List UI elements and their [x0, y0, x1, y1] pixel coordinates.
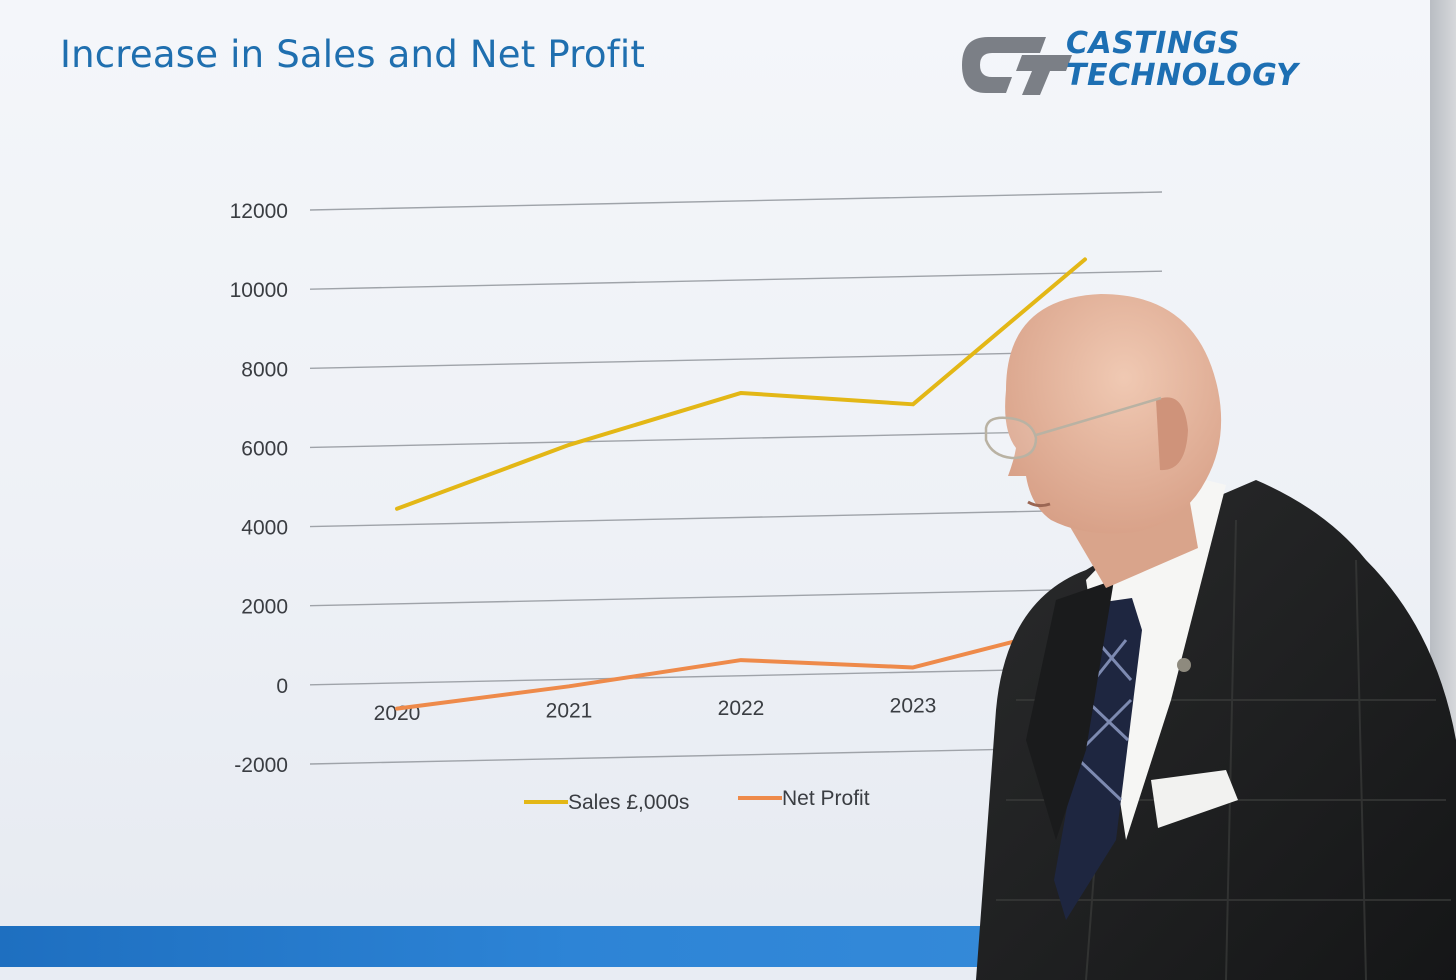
- legend-label-0: Sales £,000s: [568, 791, 689, 814]
- series-line-0: [395, 257, 1087, 511]
- tie-pattern: [1077, 639, 1133, 802]
- gridline-6: [309, 270, 1163, 290]
- logo-line-technology: TECHNOLOGY: [1066, 58, 1299, 93]
- y-tick-label: 0: [276, 675, 288, 698]
- head: [1005, 294, 1222, 534]
- y-tick-label: 6000: [241, 437, 288, 460]
- y-tick-labels: -2000 0 2000 4000 6000 8000 10000 12000: [230, 200, 288, 777]
- logo-line-castings: CASTINGS: [1066, 26, 1240, 61]
- logo-c-shape: [962, 37, 1046, 93]
- presenter-person: [976, 294, 1456, 980]
- legend: Sales £,000s Net Profit: [524, 787, 870, 814]
- lapel-pin: [1177, 658, 1191, 672]
- y-tick-label: 4000: [241, 517, 288, 540]
- gridline-3: [309, 507, 1163, 528]
- company-logo-mark: [962, 37, 1072, 95]
- pocket-square: [1151, 770, 1238, 828]
- logo-t-shape: [1016, 55, 1072, 95]
- series-line-1: [395, 621, 1087, 711]
- y-tick-label: 10000: [230, 279, 288, 302]
- y-tick-label: -2000: [234, 754, 288, 777]
- y-tick-label: 8000: [241, 358, 288, 381]
- x-tick-label: 2022: [718, 697, 765, 720]
- y-tick-label: 12000: [230, 200, 288, 223]
- gridline-2: [309, 587, 1163, 607]
- company-logo-text: CASTINGS TECHNOLOGY: [1066, 28, 1298, 92]
- glasses: [984, 396, 1162, 460]
- ear: [1156, 397, 1188, 471]
- x-tick-label: 2023: [890, 694, 937, 717]
- slide-title: Increase in Sales and Net Profit: [60, 33, 646, 76]
- gridline-7: [309, 191, 1163, 211]
- legend-label-1: Net Profit: [782, 787, 870, 810]
- y-tick-label: 2000: [241, 596, 288, 619]
- necktie: [1054, 598, 1142, 920]
- mouth: [1027, 500, 1051, 508]
- lapel-left: [1026, 580, 1114, 840]
- x-tick-label: 2021: [546, 699, 593, 722]
- series-lines: [395, 257, 1087, 711]
